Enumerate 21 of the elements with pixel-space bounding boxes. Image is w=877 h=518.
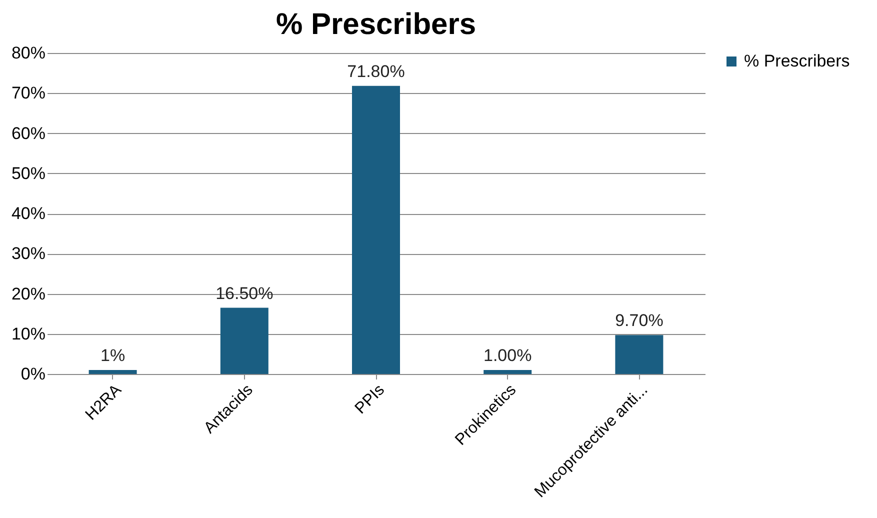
y-tick-label: 0% (20, 364, 46, 384)
y-tick-label: 60% (11, 124, 46, 143)
data-label: 9.70% (615, 311, 664, 330)
y-tick-label: 40% (11, 204, 46, 223)
data-label: 1.00% (484, 346, 532, 365)
y-tick-label: 80% (11, 44, 46, 62)
y-tick-label: 20% (11, 284, 46, 304)
bar (88, 370, 137, 374)
bar (484, 370, 532, 374)
y-tick-label: 50% (11, 164, 46, 183)
chart-title: % Prescribers (276, 8, 476, 41)
y-tick-label: 70% (11, 84, 46, 103)
data-label: 1% (100, 346, 126, 365)
bar (352, 86, 400, 374)
bar (615, 335, 664, 374)
y-tick-label: 30% (11, 244, 46, 264)
data-label: 16.50% (216, 284, 274, 303)
legend-label: % Prescribers (744, 52, 850, 70)
data-label: 71.80% (347, 62, 405, 81)
y-tick-label: 10% (11, 324, 46, 344)
bar (220, 308, 268, 374)
